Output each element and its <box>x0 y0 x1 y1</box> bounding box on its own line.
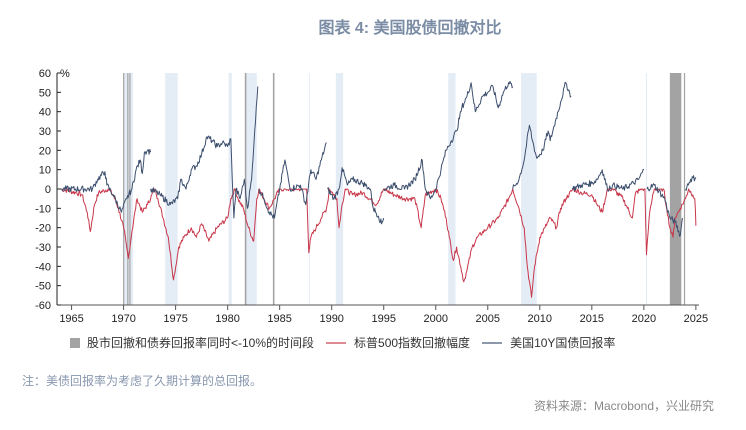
treasury-return-line <box>150 86 259 219</box>
y-tick-label: -10 <box>35 203 51 215</box>
gray-period <box>272 73 275 305</box>
sp500-drawdown-line <box>61 188 697 298</box>
y-tick-label: 40 <box>39 107 51 119</box>
treasury-return-line <box>646 183 683 237</box>
x-tick-label: 1995 <box>371 313 395 325</box>
shaded-period <box>228 73 232 305</box>
gray-period <box>127 73 129 305</box>
shaded-period <box>448 73 456 305</box>
shaded-period <box>521 73 537 305</box>
treasury-return-line <box>383 80 514 200</box>
x-tick-label: 2005 <box>476 313 500 325</box>
x-tick-label: 2000 <box>424 313 448 325</box>
legend: 股市回撤和债券回报率同时<-10%的时间段 标普500指数回撤幅度 美国10Y国… <box>70 334 615 351</box>
y-tick-label: 10 <box>39 165 51 177</box>
y-tick-label: 30 <box>39 126 51 138</box>
gray-period <box>123 73 125 305</box>
legend-swatch-treasury <box>482 341 503 344</box>
x-tick-label: 1975 <box>163 313 187 325</box>
period-bands <box>123 73 686 305</box>
legend-label-sp500: 标普500指数回撤幅度 <box>354 336 471 350</box>
legend-label-treasury: 美国10Y国债回报率 <box>510 336 616 350</box>
y-tick-label: 60 <box>39 68 51 80</box>
gray-period <box>669 73 682 305</box>
gray-period <box>129 73 131 305</box>
y-tick-label: -20 <box>35 223 51 235</box>
x-tick-label: 1970 <box>111 313 135 325</box>
chart-title: 图表 4: 美国股债回撤对比 <box>318 20 502 37</box>
source-credit: 资料来源：Macrobond，兴业研究 <box>533 399 714 413</box>
y-tick-label: -50 <box>35 281 51 293</box>
x-tick-label: 2015 <box>580 313 604 325</box>
x-tick-label: 2025 <box>684 313 708 325</box>
treasury-return-line <box>60 148 152 213</box>
shaded-period <box>645 73 647 305</box>
shaded-period <box>246 73 257 305</box>
x-tick-label: 2020 <box>632 313 656 325</box>
y-tick-label: 50 <box>39 87 51 99</box>
gray-period <box>683 73 686 305</box>
y-tick-label: -40 <box>35 261 51 273</box>
treasury-return-line <box>512 81 572 190</box>
y-tick-label: -30 <box>35 242 51 254</box>
shaded-period <box>308 73 310 305</box>
x-tick-label: 1980 <box>215 313 239 325</box>
treasury-return-line <box>685 175 697 191</box>
treasury-return-line <box>327 167 385 225</box>
legend-swatch-sp500 <box>326 341 347 344</box>
x-tick-label: 1990 <box>319 313 343 325</box>
legend-label-period: 股市回撤和债券回报率同时<-10%的时间段 <box>87 336 315 350</box>
treasury-return-line <box>571 168 645 192</box>
y-unit-label: % <box>60 68 70 80</box>
x-tick-label: 2010 <box>528 313 552 325</box>
footnote: 注：美债回报率为考虑了久期计算的总回报。 <box>22 374 263 388</box>
legend-swatch-gray-period <box>70 337 80 348</box>
x-tick-label: 1985 <box>267 313 291 325</box>
y-tick-label: 20 <box>39 145 51 157</box>
series-lines <box>60 80 697 298</box>
y-tick-label: -60 <box>35 300 51 312</box>
x-tick-label: 1965 <box>59 313 83 325</box>
shaded-period <box>165 73 178 305</box>
treasury-return-line <box>258 142 327 219</box>
y-tick-label: 0 <box>45 184 51 196</box>
